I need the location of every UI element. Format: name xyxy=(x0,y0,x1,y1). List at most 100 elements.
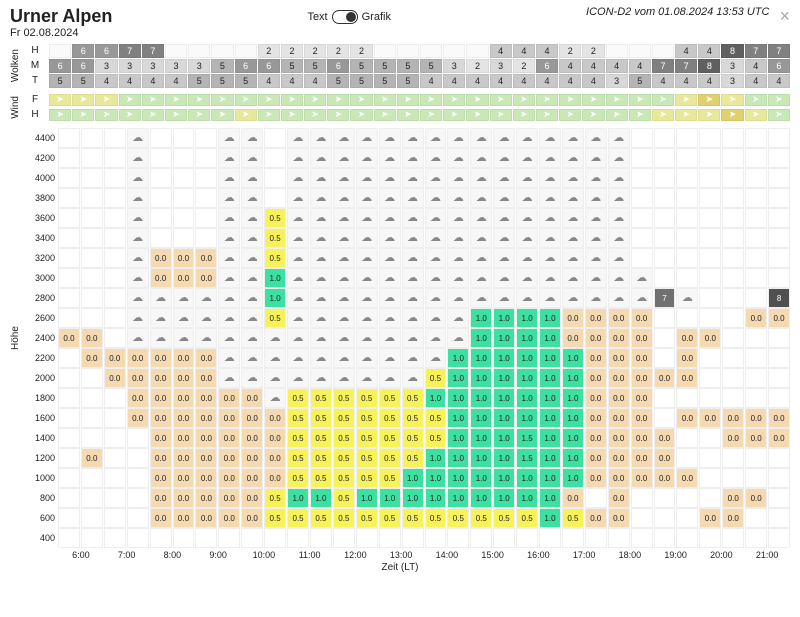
grid-cell: 1.0 xyxy=(539,368,561,388)
x-tick: 17:00 xyxy=(561,550,607,560)
grid-cell: ☁ xyxy=(218,308,240,328)
wind-cell: ➤ xyxy=(49,94,71,106)
cloud-cell: 7 xyxy=(652,59,674,73)
grid-cell: 0.0 xyxy=(218,428,240,448)
grid-cell: ☁ xyxy=(425,228,447,248)
grid-row: ☁☁☁☁☁☁☁☁☁☁☁☁☁☁☁☁☁☁ xyxy=(58,148,790,168)
y-tick: 2800 xyxy=(22,288,55,308)
wind-label: Wind xyxy=(10,96,21,119)
grid-cell xyxy=(104,448,126,468)
close-icon[interactable]: × xyxy=(779,6,790,27)
cloud-cell: 2 xyxy=(466,59,488,73)
cloud-icon: ☁ xyxy=(453,313,464,324)
grid-cell: ☁ xyxy=(195,328,217,348)
grid-cell xyxy=(699,428,721,448)
cloud-icon: ☁ xyxy=(201,313,212,324)
cloud-icon: ☁ xyxy=(544,213,555,224)
grid-cell xyxy=(58,348,80,368)
grid-cell: 1.0 xyxy=(562,448,584,468)
grid-cell: 1.0 xyxy=(562,368,584,388)
grid-cell: 0.0 xyxy=(241,388,263,408)
grid-cell: ☁ xyxy=(241,228,263,248)
grid-cell: ☁ xyxy=(425,168,447,188)
grid-cell: 1.5 xyxy=(516,428,538,448)
cloud-cell xyxy=(466,44,488,58)
cloud-icon: ☁ xyxy=(247,233,258,244)
grid-cell: 0.5 xyxy=(425,368,447,388)
grid-cell: ☁ xyxy=(585,228,607,248)
grid-cell: 0.0 xyxy=(745,308,767,328)
cloud-cell xyxy=(235,44,257,58)
grid-cell xyxy=(218,528,240,548)
grid-cell: 0.0 xyxy=(631,448,653,468)
grid-cell xyxy=(58,148,80,168)
grid-cell: ☁ xyxy=(608,148,630,168)
grid-cell: ☁ xyxy=(310,288,332,308)
grid-cell: 1.0 xyxy=(562,348,584,368)
cloud-icon: ☁ xyxy=(544,253,555,264)
toggle-switch-icon[interactable] xyxy=(332,10,358,24)
grid-cell: ☁ xyxy=(356,168,378,188)
grid-cell: ☁ xyxy=(470,168,492,188)
grid-cell: 0.5 xyxy=(310,408,332,428)
mode-toggle[interactable]: Text Grafik xyxy=(307,10,391,24)
y-tick: 400 xyxy=(22,528,55,548)
grid-cell xyxy=(104,468,126,488)
main-chart: Höhe 44004200400038003600340032003000280… xyxy=(10,128,790,548)
grid-cell: 0.0 xyxy=(127,368,149,388)
wind-cell: ➤ xyxy=(745,94,767,106)
grid-cell xyxy=(425,528,447,548)
cloud-icon: ☁ xyxy=(293,253,304,264)
grid-cell: ☁ xyxy=(493,148,515,168)
cloud-icon: ☁ xyxy=(293,313,304,324)
cloud-icon: ☁ xyxy=(499,273,510,284)
grid-cell: 1.0 xyxy=(539,348,561,368)
cloud-icon: ☁ xyxy=(590,253,601,264)
cloud-icon: ☁ xyxy=(293,233,304,244)
grid-cell: 1.0 xyxy=(310,488,332,508)
wind-arrow-icon: ➤ xyxy=(566,109,574,120)
grid-cell: ☁ xyxy=(333,128,355,148)
cloud-cell: 3 xyxy=(443,59,465,73)
grid-cell: ☁ xyxy=(356,128,378,148)
cloud-icon: ☁ xyxy=(430,213,441,224)
grid-cell: 0.0 xyxy=(150,448,172,468)
grid-cell: 1.0 xyxy=(516,408,538,428)
grid-cell xyxy=(104,508,126,528)
wind-arrow-icon: ➤ xyxy=(335,109,343,120)
grid-cell xyxy=(81,208,103,228)
cloud-cell: 5 xyxy=(397,74,419,88)
cloud-cell: 4 xyxy=(513,44,535,58)
grid-cell: 1.0 xyxy=(264,268,286,288)
grid-cell: 0.5 xyxy=(402,448,424,468)
wind-cell: ➤ xyxy=(304,109,326,121)
grid-cell: 1.0 xyxy=(493,368,515,388)
cloud-cell: 4 xyxy=(745,74,767,88)
grid-cell: ☁ xyxy=(585,188,607,208)
y-axis-labels: 4400420040003800360034003200300028002600… xyxy=(22,128,58,548)
cloud-row: T55444455544455554444444435444344 xyxy=(21,73,790,88)
cloud-cell: 6 xyxy=(72,44,94,58)
grid-cell: ☁ xyxy=(402,128,424,148)
wind-arrow-icon: ➤ xyxy=(381,94,389,105)
cloud-icon: ☁ xyxy=(338,153,349,164)
grid-cell: 1.0 xyxy=(493,388,515,408)
grid-cell: 0.0 xyxy=(264,408,286,428)
cloud-icon: ☁ xyxy=(315,193,326,204)
cloud-icon: ☁ xyxy=(384,193,395,204)
grid-cell: 0.0 xyxy=(608,368,630,388)
grid-cell: 0.5 xyxy=(379,408,401,428)
grid-cell: 0.5 xyxy=(287,508,309,528)
grid-cell: ☁ xyxy=(287,128,309,148)
grid-cell: 0.0 xyxy=(676,368,698,388)
grid-cell xyxy=(722,368,744,388)
cloud-icon: ☁ xyxy=(453,173,464,184)
grid-cell xyxy=(173,228,195,248)
grid-cell xyxy=(58,248,80,268)
cloud-icon: ☁ xyxy=(407,193,418,204)
grid-cell xyxy=(745,468,767,488)
cloud-icon: ☁ xyxy=(544,133,555,144)
wind-arrow-icon: ➤ xyxy=(520,109,528,120)
grid-cell: ☁ xyxy=(379,208,401,228)
grid-cell: ☁ xyxy=(425,208,447,228)
